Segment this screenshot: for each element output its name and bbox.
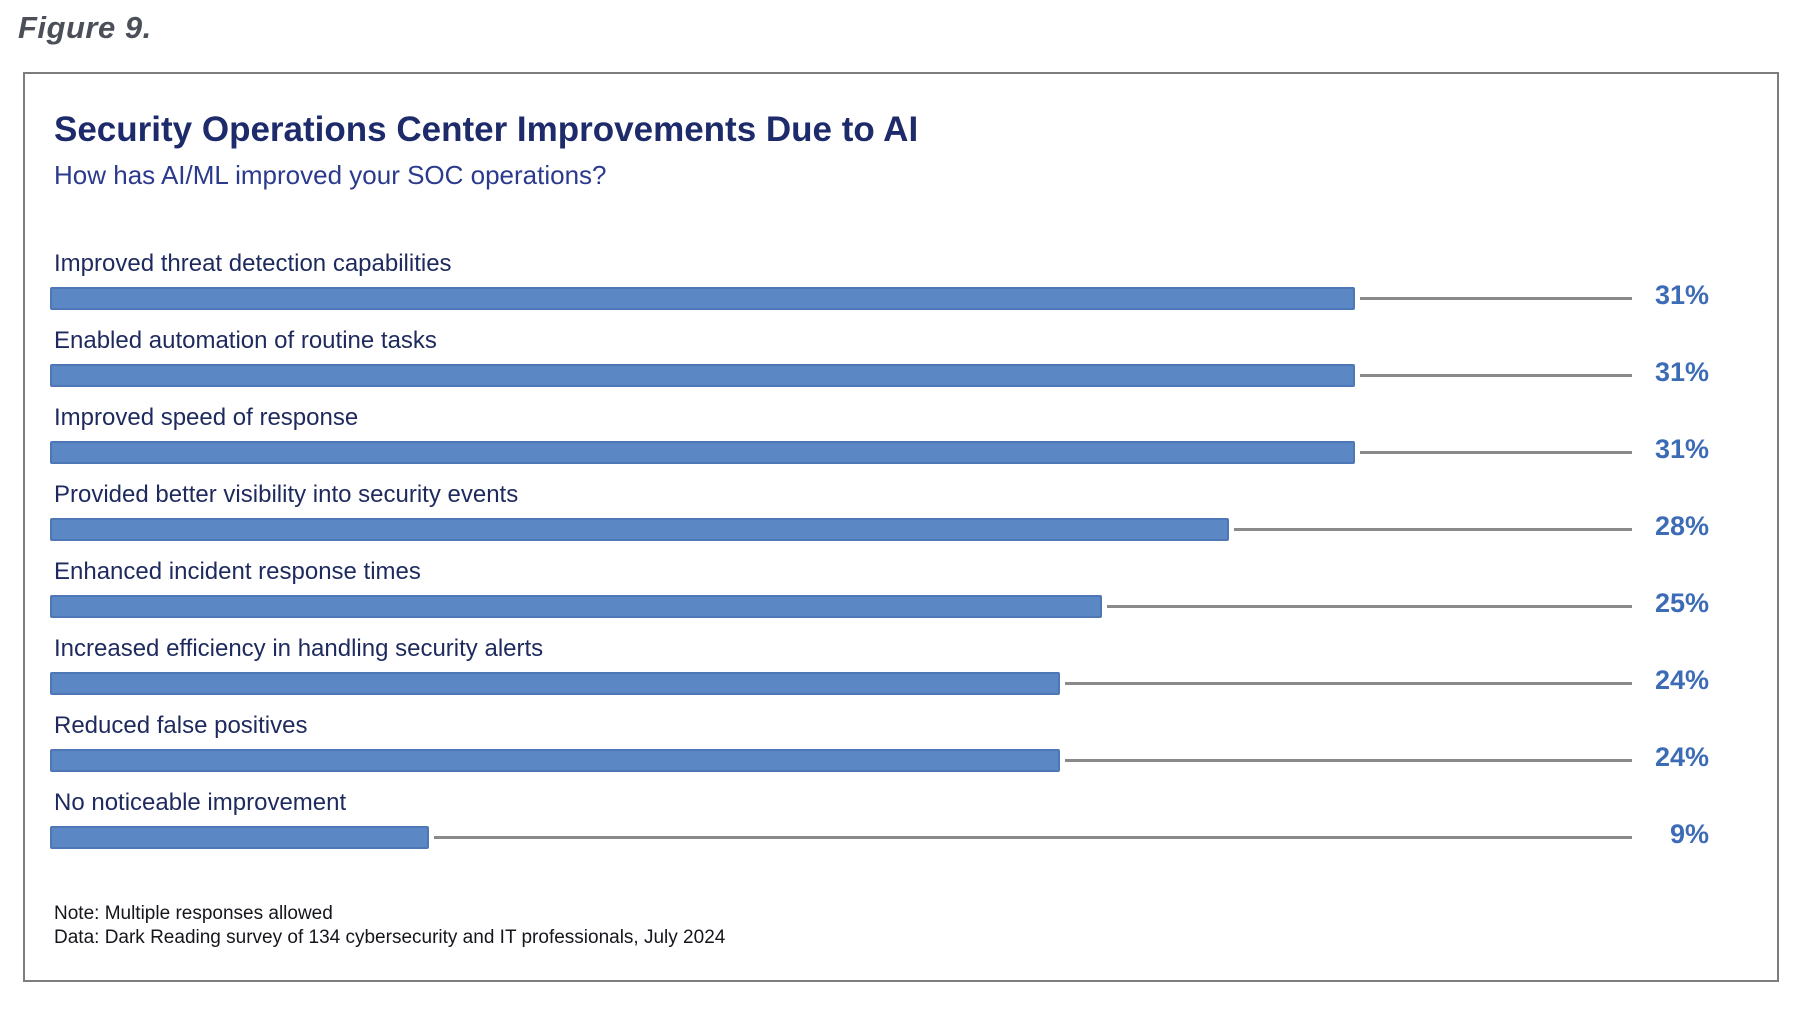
bar-track xyxy=(50,672,1632,695)
bar-track xyxy=(50,518,1632,541)
chart-subtitle: How has AI/ML improved your SOC operatio… xyxy=(54,160,607,190)
chart-footnotes: Note: Multiple responses allowed Data: D… xyxy=(54,902,725,950)
bar-category-label: Reduced false positives xyxy=(54,712,308,739)
bar-row: Enabled automation of routine tasks 31% xyxy=(50,327,1710,404)
leader-line xyxy=(434,836,1632,839)
bar-body: 9% xyxy=(50,819,1710,853)
bar-track xyxy=(50,595,1632,618)
bar xyxy=(50,287,1355,310)
note-line: Note: Multiple responses allowed xyxy=(54,903,333,924)
bar-value-label: 31% xyxy=(1654,280,1709,310)
chart-title: Security Operations Center Improvements … xyxy=(54,110,919,149)
bar-value-label: 9% xyxy=(1669,819,1709,849)
bar-row: Reduced false positives 24% xyxy=(50,712,1710,789)
bar xyxy=(50,441,1355,464)
bar-category-label: Provided better visibility into security… xyxy=(54,481,519,508)
bar-row: Enhanced incident response times 25% xyxy=(50,558,1710,635)
bar xyxy=(50,672,1060,695)
leader-line xyxy=(1360,451,1632,454)
bar-row: Improved speed of response 31% xyxy=(50,404,1710,481)
bar-row: Improved threat detection capabilities 31… xyxy=(50,250,1710,327)
leader-line xyxy=(1065,759,1632,762)
leader-line xyxy=(1360,374,1632,377)
bar-body: 24% xyxy=(50,742,1710,776)
bar xyxy=(50,826,429,849)
bar-body: 24% xyxy=(50,665,1710,699)
bar-body: 31% xyxy=(50,434,1710,468)
figure-number-label: Figure 9. xyxy=(18,10,152,45)
bar-category-label: Increased efficiency in handling securit… xyxy=(54,635,544,662)
bar-value-label: 24% xyxy=(1654,665,1709,695)
bar-body: 28% xyxy=(50,511,1710,545)
bar-track xyxy=(50,749,1632,772)
bar-value-label: 24% xyxy=(1654,742,1709,772)
bar-value-label: 25% xyxy=(1654,588,1709,618)
bar-category-label: No noticeable improvement xyxy=(54,789,347,816)
bar-value-label: 31% xyxy=(1654,357,1709,387)
data-source-line: Data: Dark Reading survey of 134 cyberse… xyxy=(54,927,726,948)
leader-line xyxy=(1360,297,1632,300)
bar-track xyxy=(50,826,1632,849)
bar xyxy=(50,518,1229,541)
bar-track xyxy=(50,364,1632,387)
bar-value-label: 31% xyxy=(1654,434,1709,464)
leader-line xyxy=(1234,528,1632,531)
leader-line xyxy=(1107,605,1632,608)
bar-value-label: 28% xyxy=(1654,511,1709,541)
bar-category-label: Improved speed of response xyxy=(54,404,359,431)
bar-track xyxy=(50,441,1632,464)
bar-row: Increased efficiency in handling securit… xyxy=(50,635,1710,712)
bar xyxy=(50,749,1060,772)
bar-body: 25% xyxy=(50,588,1710,622)
bar-track xyxy=(50,287,1632,310)
bar-category-label: Enabled automation of routine tasks xyxy=(54,327,437,354)
bar xyxy=(50,595,1102,618)
bar-category-label: Enhanced incident response times xyxy=(54,558,421,585)
leader-line xyxy=(1065,682,1632,685)
bar-chart: Improved threat detection capabilities 31… xyxy=(50,250,1710,875)
bar xyxy=(50,364,1355,387)
bar-row: No noticeable improvement 9% xyxy=(50,789,1710,866)
bar-row: Provided better visibility into security… xyxy=(50,481,1710,558)
bar-body: 31% xyxy=(50,280,1710,314)
bar-category-label: Improved threat detection capabilities xyxy=(54,250,452,277)
bar-body: 31% xyxy=(50,357,1710,391)
chart-panel: Security Operations Center Improvements … xyxy=(23,72,1779,982)
